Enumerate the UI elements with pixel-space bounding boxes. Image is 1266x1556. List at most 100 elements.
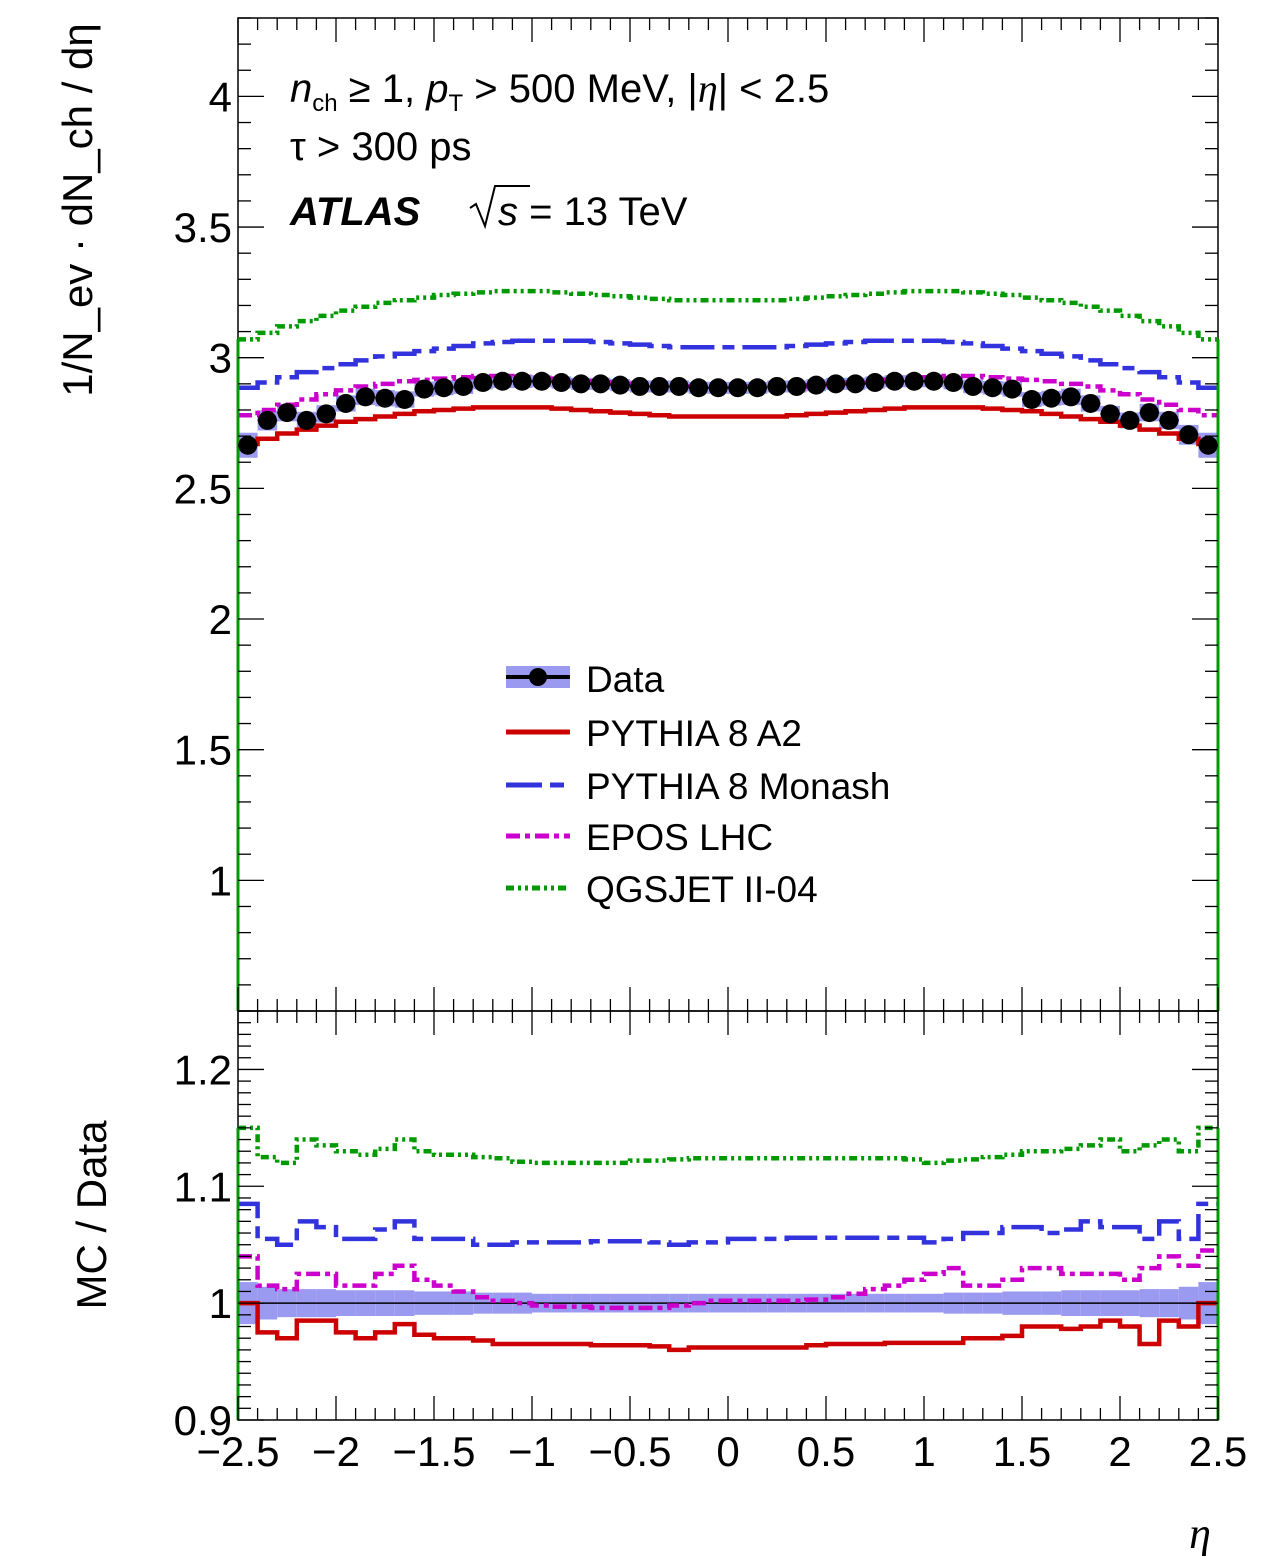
series-line-pythia-8-monash [238, 338, 1218, 391]
ratio-y-tick-label: 0.9 [174, 1397, 232, 1444]
data-point [493, 371, 513, 391]
x-tick-label: 1 [912, 1428, 935, 1475]
main-y-tick-label: 1 [209, 857, 232, 904]
legend-label-qgsjet: QGSJET II-04 [586, 869, 818, 910]
data-point [238, 435, 258, 455]
x-tick-label: 0 [716, 1428, 739, 1475]
main-y-tick-label: 3.5 [174, 204, 232, 251]
atlas-label: ATLAS [289, 190, 421, 234]
ratio-plot-frame [237, 1010, 1219, 1421]
ratio-line-epos-lhc [238, 1248, 1218, 1311]
data-point [532, 371, 552, 391]
axis-ticks [237, 17, 1219, 1421]
data-point [473, 373, 493, 393]
energy-annotation: s = 13 TeV [498, 190, 688, 234]
ratio-y-tick-label: 1 [209, 1280, 232, 1327]
x-tick-label: −2 [312, 1428, 360, 1475]
main-y-axis-title: 1/N_ev · dN_ch / dη [54, 23, 101, 397]
data-point [904, 371, 924, 391]
series-line-pythia-8-a2 [238, 405, 1218, 447]
series-line-qgsjet-ii-04 [238, 288, 1218, 342]
main-y-tick-label: 3 [209, 335, 232, 382]
data-point [826, 374, 846, 394]
data-point [453, 376, 473, 396]
ratio-line-pythia-8-monash [238, 1201, 1218, 1247]
data-point [512, 371, 532, 391]
data-points [238, 371, 1218, 455]
x-tick-label: −0.5 [589, 1428, 672, 1475]
data-point [787, 376, 807, 396]
data-point [747, 378, 767, 398]
data-point [708, 378, 728, 398]
main-y-tick-label: 2.5 [174, 465, 232, 512]
main-y-tick-label: 1.5 [174, 727, 232, 774]
legend-label-pythia-a2: PYTHIA 8 A2 [586, 713, 802, 754]
data-point [591, 374, 611, 394]
x-axis-title: η [1189, 1509, 1211, 1556]
main-y-tick-label: 4 [209, 73, 232, 120]
data-point [865, 373, 885, 393]
data-point [689, 378, 709, 398]
data-point [669, 376, 689, 396]
data-point [1139, 403, 1159, 423]
data-point [1061, 387, 1081, 407]
data-point [375, 388, 395, 408]
data-point [885, 371, 905, 391]
main-y-tick-label: 2 [209, 596, 232, 643]
x-tick-label: −2.5 [197, 1428, 280, 1475]
axis-tick-labels: 1 1.5 2 2.5 3 3.5 4 0.9 1 1.1 1.2 −2.5 −2 −1.5 −1 −0.5 0… [174, 73, 1248, 1475]
data-point [395, 390, 415, 410]
data-point [316, 404, 336, 424]
ratio-y-tick-label: 1.2 [174, 1046, 232, 1093]
data-point [983, 378, 1003, 398]
ratio-y-tick-label: 1.1 [174, 1163, 232, 1210]
x-tick-label: 1.5 [993, 1428, 1051, 1475]
data-point [630, 376, 650, 396]
legend-label-data: Data [586, 659, 665, 700]
x-tick-label: −1.5 [393, 1428, 476, 1475]
main-series-lines [236, 288, 1220, 1011]
data-point [336, 393, 356, 413]
data-point [924, 371, 944, 391]
data-point [943, 373, 963, 393]
ratio-line-pythia-8-a2 [238, 1300, 1218, 1353]
series-line-epos-lhc [238, 373, 1218, 418]
legend: Data PYTHIA 8 A2 PYTHIA 8 Monash EPOS LH… [506, 659, 890, 910]
cuts-annotation: nch ≥ 1, pT > 500 MeV, |η| < 2.5 [290, 66, 829, 117]
x-tick-label: 2 [1108, 1428, 1131, 1475]
lifetime-annotation: τ > 300 ps [290, 125, 471, 169]
x-tick-label: −1 [508, 1428, 556, 1475]
data-point [1100, 404, 1120, 424]
data-point [1041, 388, 1061, 408]
data-point [1022, 390, 1042, 410]
x-tick-label: 2.5 [1189, 1428, 1247, 1475]
data-point [649, 376, 669, 396]
data-point [1002, 379, 1022, 399]
sqrt-symbol [469, 185, 530, 230]
data-point [551, 373, 571, 393]
data-point [414, 379, 434, 399]
legend-label-epos: EPOS LHC [586, 817, 773, 858]
data-point [1159, 410, 1179, 430]
legend-data-marker [529, 668, 547, 686]
data-point [1198, 435, 1218, 455]
data-point [257, 410, 277, 430]
data-point [1179, 425, 1199, 445]
legend-label-pythia-monash: PYTHIA 8 Monash [586, 766, 890, 807]
data-point [355, 387, 375, 407]
data-point [434, 378, 454, 398]
data-point [297, 410, 317, 430]
ratio-series-lines [236, 1125, 1220, 1420]
data-point [845, 374, 865, 394]
x-tick-label: 0.5 [797, 1428, 855, 1475]
ratio-line-qgsjet-ii-04 [238, 1125, 1218, 1166]
data-point [767, 376, 787, 396]
data-point [277, 403, 297, 423]
data-point [1120, 410, 1140, 430]
data-point [963, 376, 983, 396]
data-point [610, 375, 630, 395]
ratio-y-axis-title: MC / Data [68, 1120, 115, 1310]
data-point [728, 378, 748, 398]
data-point [1081, 393, 1101, 413]
